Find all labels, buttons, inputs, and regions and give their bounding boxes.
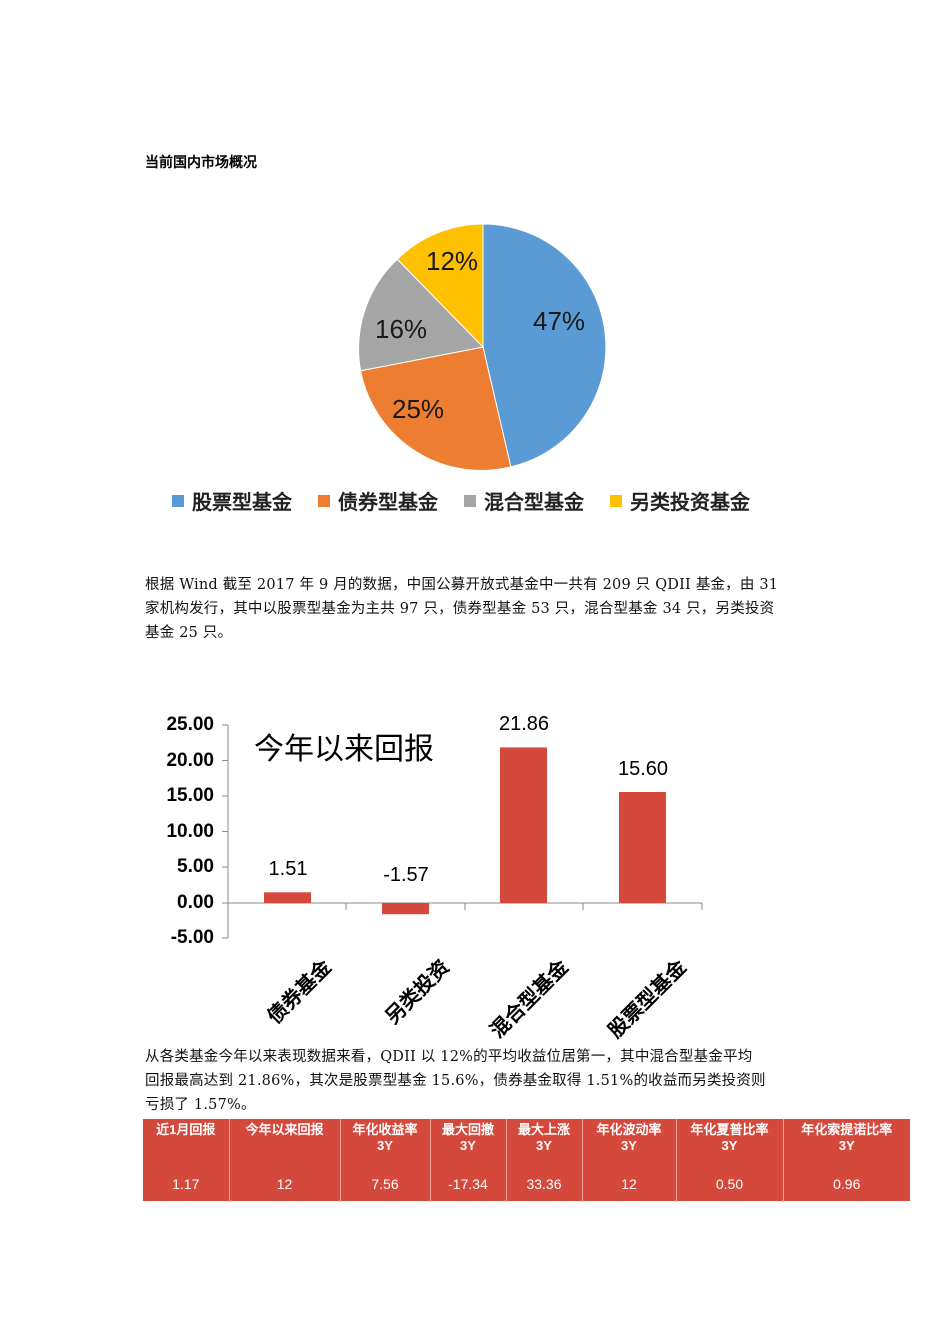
- table-cell: 0.96: [833, 1176, 861, 1192]
- table-header-cell: 年化索提诺比率 3Y: [801, 1122, 893, 1153]
- ytick-label: 25.00: [166, 714, 214, 735]
- pie-label-alternative: 12%: [426, 246, 479, 276]
- paragraph-line: 从各类基金今年以来表现数据来看，QDII 以 12%的平均收益位居第一，其中混合…: [145, 1049, 753, 1065]
- pie-label-mixed: 16%: [375, 314, 428, 344]
- ytick-label: 20.00: [166, 749, 214, 771]
- legend-item-bond: 债券型基金: [318, 486, 438, 515]
- legend-label: 另类投资基金: [630, 490, 750, 514]
- table-cell: 1.17: [143, 1166, 230, 1202]
- ytick-label: 0.00: [177, 892, 214, 913]
- bar-value-label: 1.51: [268, 858, 308, 880]
- pie-chart-svg: [358, 223, 607, 471]
- legend-swatch-gray: [464, 494, 476, 507]
- bar-value-label: 15.60: [617, 758, 669, 780]
- legend-item-alternative: 另类投资基金: [610, 486, 750, 515]
- pie-slice-alternative: [396, 223, 484, 349]
- ytick-label: -5.00: [170, 927, 214, 948]
- table-header-cell: 最大上涨 3Y: [506, 1119, 583, 1166]
- table-header-cell: 年化波动率 3Y: [582, 1119, 677, 1166]
- pie-label-bond: 25%: [392, 394, 445, 424]
- table-cell: 7.56: [340, 1166, 431, 1202]
- paragraph-line: 根据 Wind 截至 2017 年 9 月的数据，中国公募开放式基金中一共有 2…: [145, 577, 779, 593]
- legend-item-mixed: 混合型基金: [464, 486, 584, 515]
- pie-chart: 47% 25% 16% 12%: [340, 210, 630, 480]
- pie-slice-mixed: [358, 258, 485, 372]
- table-cell: -17.34: [430, 1166, 507, 1202]
- metrics-table-container: 近1月回报 今年以来回报 年化收益率 3Y 最大回撤 3Y 最大上涨 3Y 年化波动率…: [143, 1119, 910, 1202]
- bar-chart-title: 今年以来回报: [254, 732, 434, 767]
- ytick-label: 10.00: [166, 820, 214, 842]
- pie-slice-bond: [360, 346, 512, 471]
- paragraph-line: 亏损了 1.57%。: [145, 1097, 256, 1113]
- legend-label: 混合型基金: [484, 490, 584, 514]
- legend-label: 债券型基金: [338, 490, 438, 514]
- metrics-table: 近1月回报 今年以来回报 年化收益率 3Y 最大回撤 3Y 最大上涨 3Y 年化波动率…: [143, 1119, 910, 1202]
- legend-label: 股票型基金: [192, 490, 292, 514]
- table-header-cell: 年化夏普比率 3Y: [676, 1119, 784, 1166]
- bar-value-label: -1.57: [383, 864, 429, 886]
- pie-legend: 股票型基金 债券型基金 混合型基金 另类投资基金: [172, 486, 776, 515]
- ytick-label: 5.00: [177, 856, 214, 877]
- bar-bond: [264, 892, 311, 903]
- legend-swatch-blue: [172, 494, 184, 507]
- table-header-cell: 今年以来回报: [229, 1119, 341, 1166]
- bar-chart: 25.00 20.00 15.00 10.00 5.00 0.00 -5.00 …: [150, 700, 720, 1043]
- section-heading: 当前国内市场概况: [145, 155, 257, 171]
- table-row: 1.17 12 7.56 -17.34 33.36 12 0.50 0.96: [143, 1166, 910, 1202]
- bar-value-label: 21.86: [498, 713, 550, 735]
- paragraph-returns-analysis: 从各类基金今年以来表现数据来看，QDII 以 12%的平均收益位居第一，其中混合…: [145, 1045, 815, 1117]
- table-header-cell: 最大回撤 3Y: [430, 1119, 507, 1166]
- ytick-label: 15.00: [166, 785, 214, 806]
- pie-label-stock: 47%: [533, 306, 586, 336]
- paragraph-line: 家机构发行，其中以股票型基金为主共 97 只，债券型基金 53 只，混合型基金 …: [145, 601, 775, 617]
- table-cell: 33.36: [506, 1166, 583, 1202]
- table-cell: 12: [229, 1166, 341, 1202]
- paragraph-line: 基金 25 只。: [145, 625, 233, 641]
- legend-swatch-yellow: [610, 494, 622, 507]
- table-header-row: 近1月回报 今年以来回报 年化收益率 3Y 最大回撤 3Y 最大上涨 3Y 年化波动率…: [143, 1119, 910, 1166]
- table-header-cell: 年化收益率 3Y: [340, 1119, 431, 1166]
- pie-slice-stock: [482, 223, 607, 468]
- bar-mixed: [500, 747, 547, 903]
- paragraph-market-overview: 根据 Wind 截至 2017 年 9 月的数据，中国公募开放式基金中一共有 2…: [145, 573, 815, 645]
- bar-chart-svg: [222, 724, 703, 939]
- paragraph-line: 回报最高达到 21.86%，其次是股票型基金 15.6%，债券基金取得 1.51…: [145, 1073, 766, 1089]
- legend-swatch-orange: [318, 494, 330, 507]
- legend-item-stock: 股票型基金: [172, 486, 292, 515]
- table-cell: 12: [582, 1166, 677, 1202]
- bar-stock: [619, 792, 666, 903]
- bar-alternative: [382, 903, 429, 915]
- table-header-cell: 近1月回报: [143, 1119, 230, 1166]
- table-cell: 0.50: [676, 1166, 784, 1202]
